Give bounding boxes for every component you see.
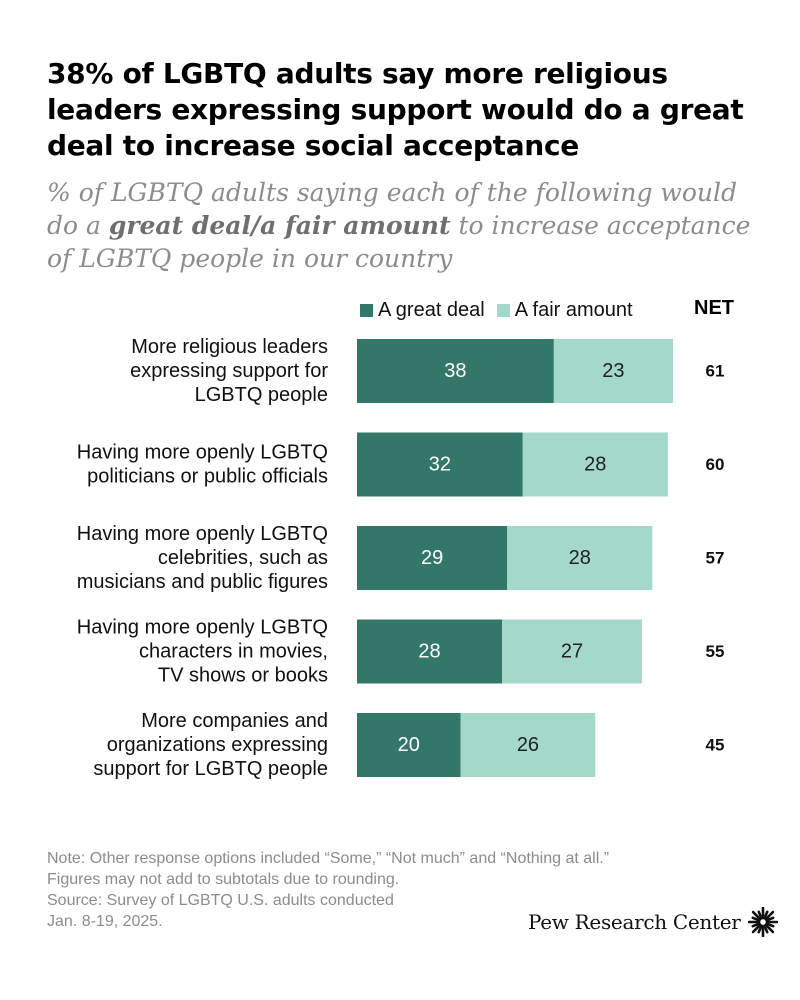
net-column-header: NET (694, 297, 734, 319)
net-value: 45 (706, 736, 725, 755)
source-line: Source: Survey of LGBTQ U.S. adults cond… (47, 892, 394, 909)
bar-value-great-deal: 38 (444, 360, 466, 382)
bar-value-fair-amount: 23 (602, 360, 624, 382)
bar-value-fair-amount: 27 (561, 641, 583, 663)
legend-item-fair-amount: A fair amount (496, 298, 633, 322)
bar-segment-fair-amount (502, 619, 642, 684)
legend-label-great-deal: A great deal (378, 298, 485, 321)
net-value: 55 (706, 642, 725, 661)
bar-value-fair-amount: 28 (584, 454, 606, 476)
chart-subtitle: % of LGBTQ adults saying each of the fol… (47, 176, 767, 275)
brand: Pew Research Center (528, 907, 778, 937)
bar-segment-great-deal (357, 526, 508, 590)
net-value: 60 (706, 455, 725, 474)
net-value: 57 (706, 549, 725, 568)
legend-swatch-fair-amount (496, 303, 510, 317)
pew-sunburst-icon (747, 907, 778, 937)
row-label: politicians or public officials (87, 466, 328, 488)
row-label: LGBTQ people (195, 384, 328, 406)
bar-segment-great-deal (357, 339, 554, 403)
bar-segment-fair-amount (460, 713, 596, 777)
bar-segment-great-deal (357, 713, 461, 777)
subtitle-text-pre: % of LGBTQ adults saying each of the fol… (47, 178, 737, 240)
row-label: celebrities, such as (158, 547, 328, 569)
row-label: More companies and (141, 710, 328, 732)
bar-segment-great-deal (357, 432, 523, 497)
bar-value-great-deal: 29 (421, 547, 443, 569)
row-label: Having more openly LGBTQ (77, 442, 328, 464)
source-note: Note: Other response options included “S… (47, 848, 747, 932)
note-line: Figures may not add to subtotals due to … (47, 871, 400, 888)
subtitle-text-post: to increase acceptance of LGBTQ people i… (47, 211, 751, 273)
bar-value-great-deal: 20 (398, 734, 420, 756)
note-line: Note: Other response options included “S… (47, 850, 610, 867)
legend-label-fair-amount: A fair amount (514, 298, 633, 321)
bar-segment-fair-amount (522, 432, 668, 497)
row-label: expressing support for (130, 360, 328, 382)
bar-value-fair-amount: 28 (569, 547, 591, 569)
row-label: More religious leaders (131, 336, 328, 358)
bar-value-fair-amount: 26 (517, 734, 539, 756)
bar-segment-fair-amount (507, 526, 653, 590)
bar-segment-fair-amount (553, 339, 673, 403)
row-label: musicians and public figures (77, 571, 328, 593)
legend-item-great-deal: A great deal (360, 299, 485, 322)
row-label: support for LGBTQ people (93, 758, 328, 780)
row-label: TV shows or books (158, 665, 328, 687)
legend-swatch-great-deal (360, 303, 373, 317)
source-line: Jan. 8-19, 2025. (47, 913, 163, 930)
chart-title: 38% of LGBTQ adults say more religious l… (47, 57, 744, 162)
bar-value-great-deal: 32 (429, 454, 451, 476)
bar-value-great-deal: 28 (418, 641, 440, 663)
row-label: Having more openly LGBTQ (77, 617, 328, 639)
brand-name: Pew Research Center (528, 910, 741, 934)
row-label: Having more openly LGBTQ (77, 523, 328, 545)
bar-segment-great-deal (357, 619, 503, 684)
net-value: 61 (706, 362, 725, 381)
legend: A great deal A fair amount (360, 297, 645, 323)
subtitle-emphasis: great deal/a fair amount (108, 211, 451, 240)
row-label: characters in movies, (139, 641, 328, 663)
row-label: organizations expressing (107, 734, 328, 756)
